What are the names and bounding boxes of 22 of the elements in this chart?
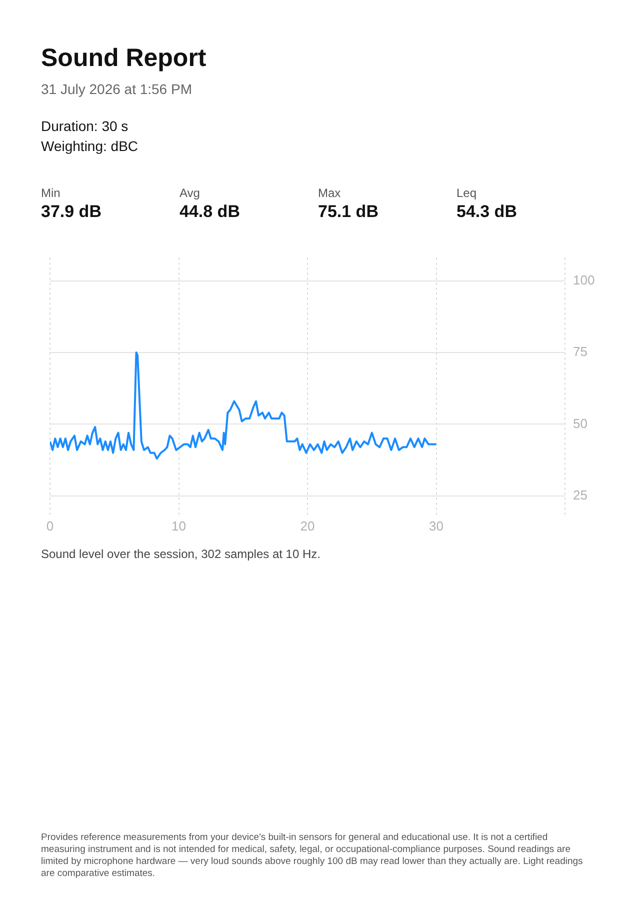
chart-title: Sound Report [41,44,206,73]
text: Avg [180,186,201,200]
text: Weighting: dBC [41,137,138,156]
chart-subtitle: 31 July 2026 at 1:56 PM [41,81,192,97]
x-tick-label: 0 [46,518,54,534]
text: Max [318,186,342,200]
text: Leq [456,186,478,200]
text: 44.8 dB [180,202,240,222]
y-tick-label: 50 [573,416,588,431]
text: Sound level over the session, 302 samples at 10 Hz. [41,547,320,561]
y-tick-label: 75 [573,344,588,360]
x-tick-label: 10 [172,518,186,534]
text: Min [41,186,62,200]
y-tick-label: 100 [573,272,595,288]
text: Provides reference measurements from your device's built-in sensors for general and educational use. It is not a certified measuring instrument and is not intended for medical, safety, legal, or occupational-compliance purposes. Sound readings are limited by microphone hardware — very loud sounds above roughly 100 dB may read lower than they actually are. Light readings are comparative estimates. [41,832,584,880]
text: 54.3 dB [456,202,517,222]
x-tick-label: 30 [429,518,444,534]
y-tick-label: 25 [573,487,588,502]
text: Duration: 30 s [41,117,130,136]
text: 37.9 dB [41,202,102,222]
text: 75.1 dB [318,202,378,222]
x-tick-label: 20 [300,518,315,534]
